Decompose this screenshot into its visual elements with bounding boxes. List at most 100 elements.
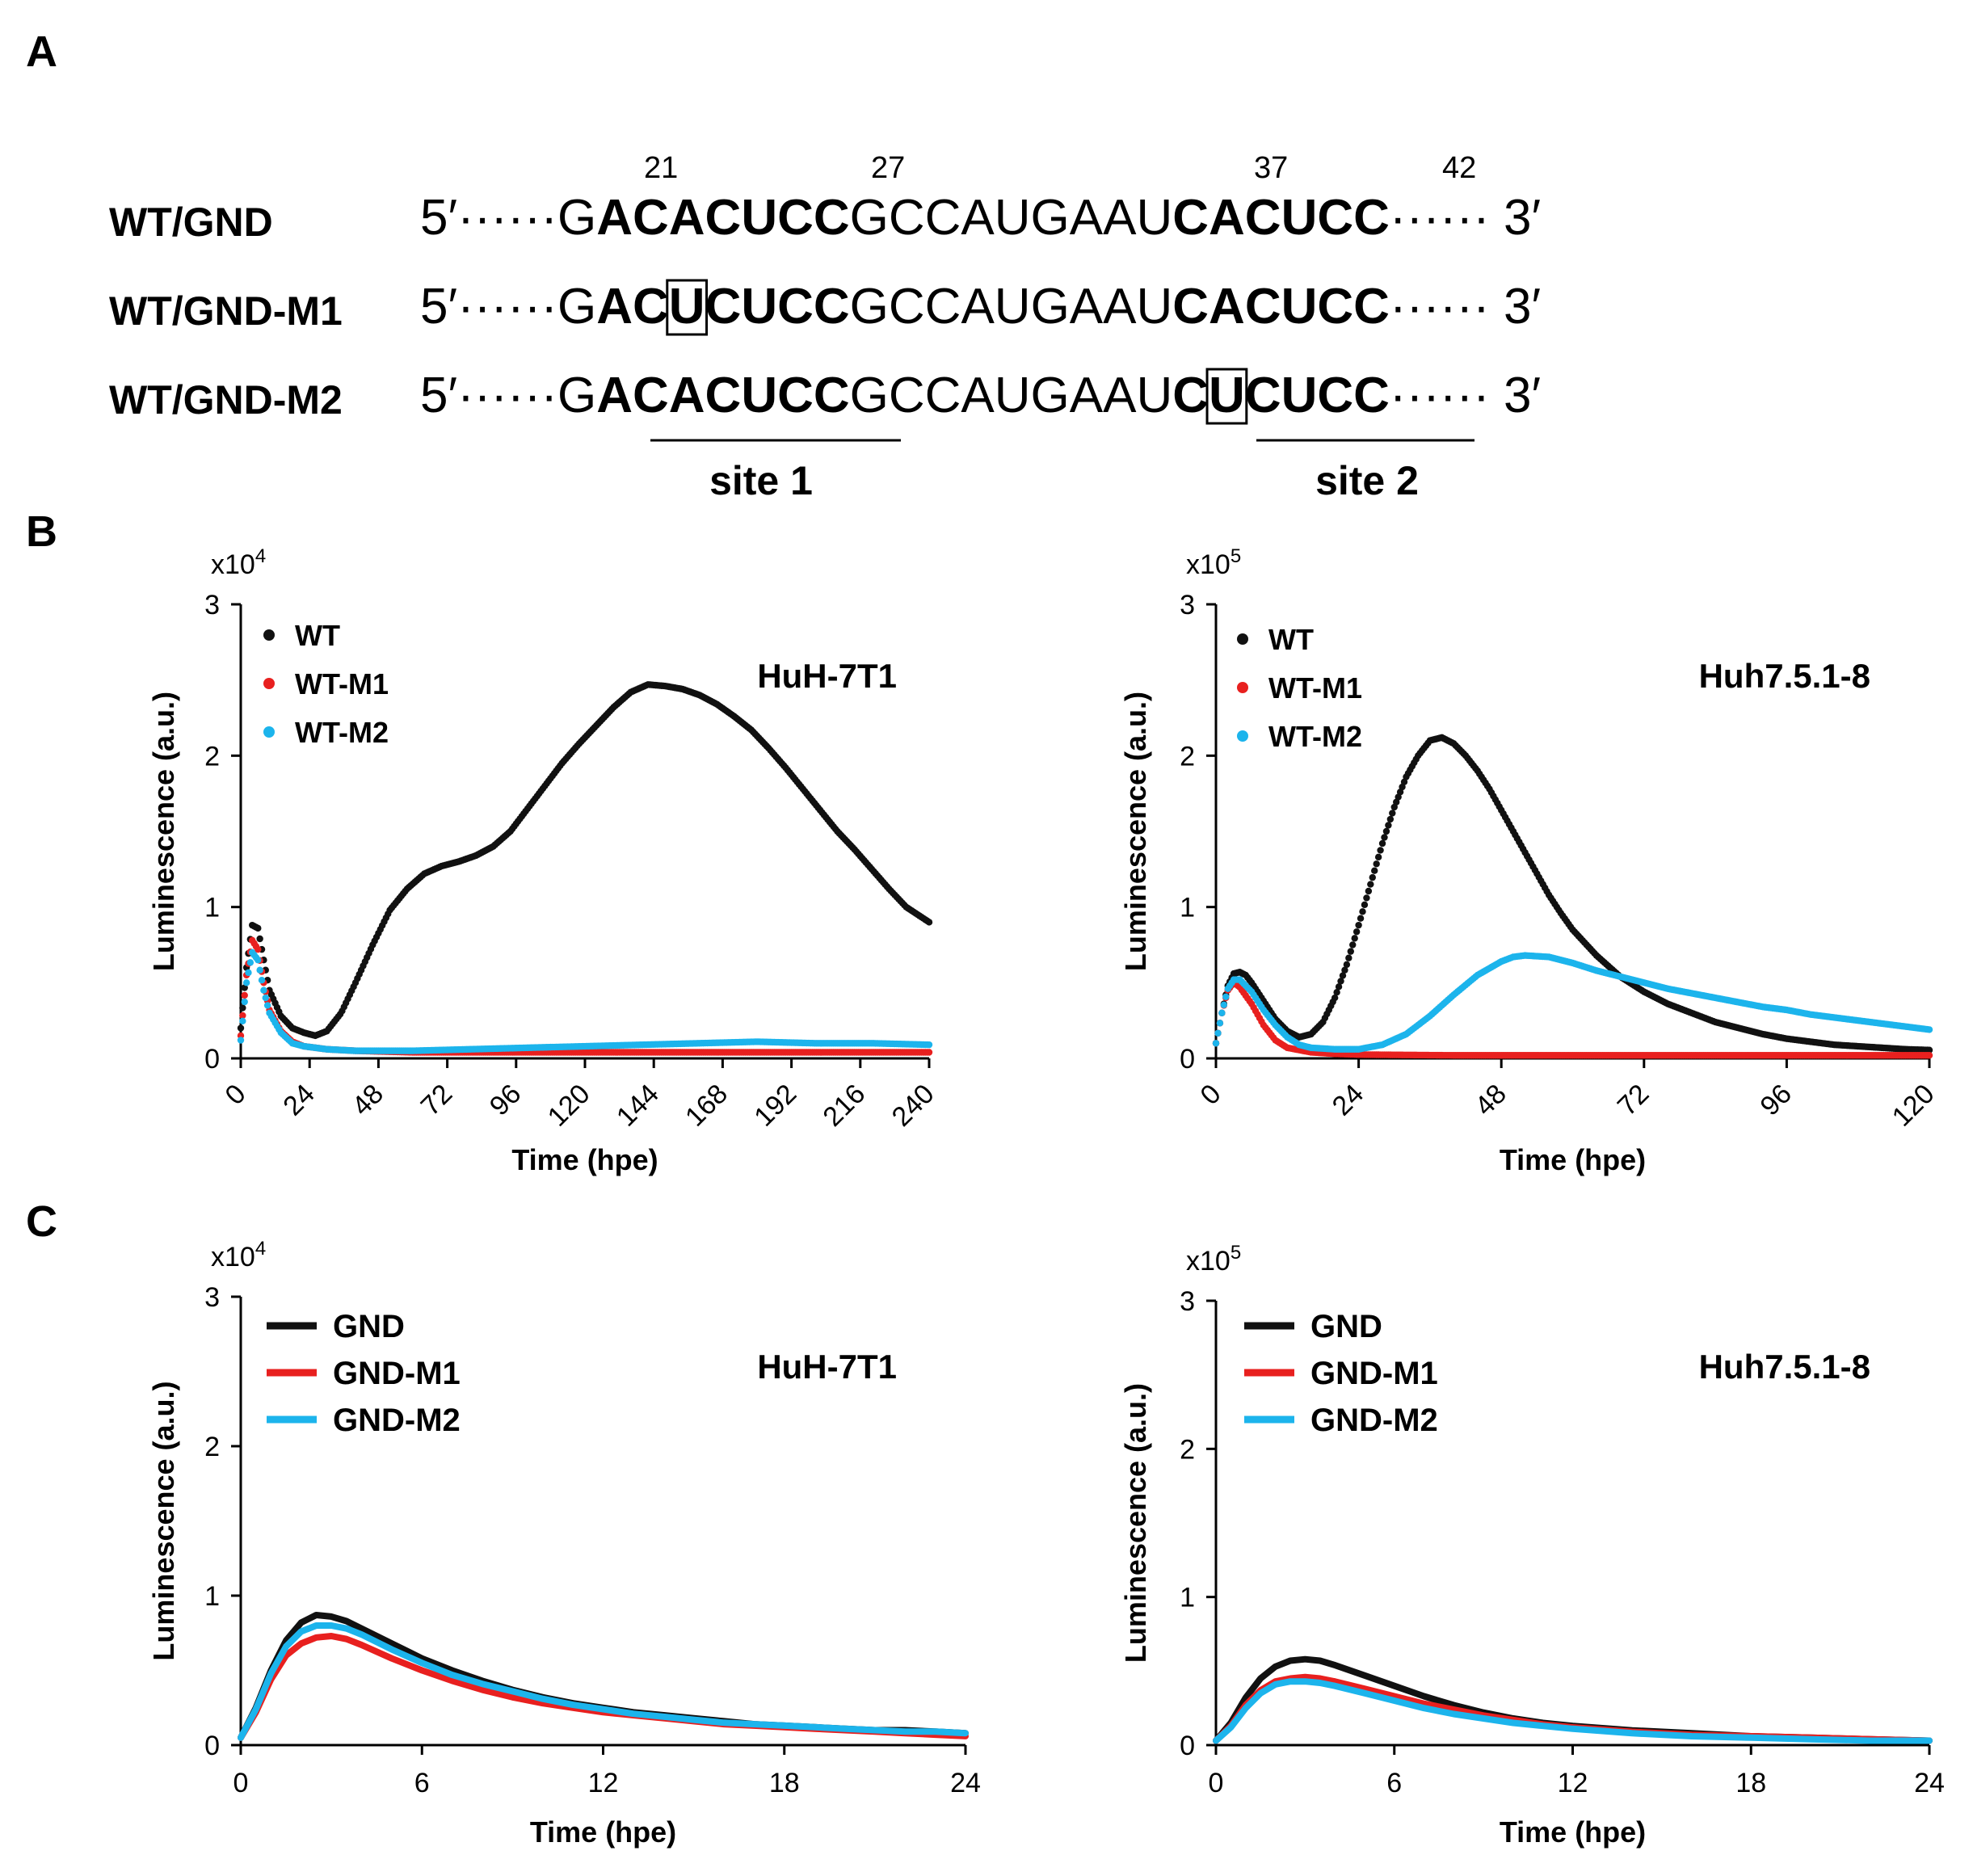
y-tick-label: 0 [204,1731,220,1761]
y-tick-label: 0 [1180,1044,1195,1075]
x-tick-label: 48 [346,1079,389,1122]
data-point [1386,815,1395,823]
legend-marker [1237,682,1248,693]
y-tick-label: 1 [1180,1583,1195,1613]
x-tick-label: 6 [1386,1768,1402,1798]
seq-site2: CACUCC [1172,190,1390,246]
data-point [237,1024,245,1032]
x-tick-label: 120 [1887,1079,1941,1133]
position-21: 21 [644,151,678,185]
legend-label: GND-M1 [333,1356,461,1391]
data-point [1925,1046,1933,1054]
seq-prefix: 5′······G [420,368,596,423]
x-tick-label: 96 [484,1079,528,1122]
panel-label-b: B [26,507,57,556]
y-axis-title: Luminescence (a.u.) [147,1381,180,1660]
site2-label: site 2 [1315,458,1419,503]
data-point [242,979,250,986]
x-tick-label: 6 [414,1768,430,1798]
x-tick-label: 0 [233,1768,249,1798]
data-point [1333,988,1340,996]
chart-title: Huh7.5.1-8 [1699,1348,1870,1386]
construct-label-wt-gnd-m1: WT/GND-M1 [109,288,343,334]
panel-label-c: C [26,1197,57,1246]
sequence-wt-gnd: 5′······GACACUCCGCCAUGAAUCACUCC······ 3′ [420,190,1541,246]
data-point [1381,834,1388,841]
chart-title: HuH-7T1 [757,657,897,695]
legend-label: GND-M2 [333,1403,461,1438]
data-point [1335,983,1343,991]
seq-middle: GCCAUGAAU [850,190,1173,246]
x-tick-label: 0 [219,1079,251,1111]
legend-label: GND-M2 [1310,1403,1438,1438]
legend-label: WT-M1 [1268,671,1362,705]
legend-marker [1237,633,1248,645]
x-tick-label: 72 [415,1079,459,1122]
data-point [1351,935,1358,942]
data-point [1357,915,1365,922]
seq-site1: ACACUCC [596,190,849,246]
data-point [1331,994,1339,1002]
x-axis-title: Time (hpe) [530,1815,676,1849]
x-tick-label: 0 [1209,1768,1224,1798]
data-point [239,1012,246,1020]
data-point [1345,954,1352,961]
data-point [256,935,263,943]
x-tick-label: 216 [817,1079,871,1133]
legend-label: WT-M2 [1268,720,1362,753]
y-tick-label: 3 [1180,590,1195,620]
y-tick-label: 3 [204,1282,220,1313]
y-multiplier: x105 [1186,1242,1241,1277]
y-tick-label: 0 [204,1044,220,1075]
data-point [1355,921,1362,929]
y-tick-label: 1 [204,1581,220,1612]
data-point [239,1004,246,1012]
y-tick-label: 2 [204,741,220,772]
data-point [1378,839,1386,848]
y-tick-label: 3 [1180,1286,1195,1317]
data-point [1385,822,1392,829]
data-point [1382,827,1390,835]
x-tick-label: 24 [1327,1079,1370,1122]
x-tick-label: 18 [1735,1768,1766,1798]
y-tick-label: 2 [204,1432,220,1462]
x-axis-title: Time (hpe) [1500,1143,1646,1176]
y-axis-title: Luminescence (a.u.) [147,692,180,971]
x-tick-label: 24 [950,1768,981,1798]
y-axis-title: Luminescence (a.u.) [1119,692,1152,971]
legend-label: WT-M1 [295,667,389,700]
x-tick-label: 168 [679,1079,734,1133]
x-axis-title: Time (hpe) [511,1143,658,1176]
data-point [246,959,255,966]
y-tick-label: 2 [1180,1434,1195,1465]
data-point [1339,972,1347,979]
data-point [1220,1001,1228,1009]
legend-label: WT [1268,623,1314,656]
data-point [245,969,252,977]
seq-prefix: 5′······G [420,190,596,246]
y-tick-label: 0 [1180,1731,1195,1761]
y-tick-label: 2 [1180,741,1195,772]
data-point [241,991,248,999]
seq-middle: GCCAUGAAU [850,279,1173,334]
data-point [1214,1029,1222,1037]
data-point [255,945,262,953]
y-multiplier-exponent: 4 [255,545,266,567]
seq-site1-post: CUCC [705,279,850,334]
y-multiplier: x104 [211,1238,266,1272]
data-point [237,1037,245,1044]
seq-suffix: ······ 3′ [1390,279,1541,334]
data-point [1347,948,1354,955]
seq-prefix: 5′······G [420,279,596,334]
series-line-gnd-m2 [238,1622,969,1741]
x-axis-title: Time (hpe) [1500,1815,1646,1849]
sequence-wt-gnd-m1: 5′······GACUCUCCGCCAUGAAUCACUCC······ 3′ [420,279,1541,334]
y-tick-label: 1 [1180,893,1195,923]
data-point [1352,928,1361,936]
y-multiplier: x104 [211,545,266,580]
data-point [1373,860,1380,868]
data-point [263,1002,271,1009]
chart-b-huh7-5-1-8: 0 1 2 3 0 24 48 72 96 120 x105 Time (hpe) Luminescen… [1119,545,1941,1176]
data-point [1925,1052,1933,1059]
